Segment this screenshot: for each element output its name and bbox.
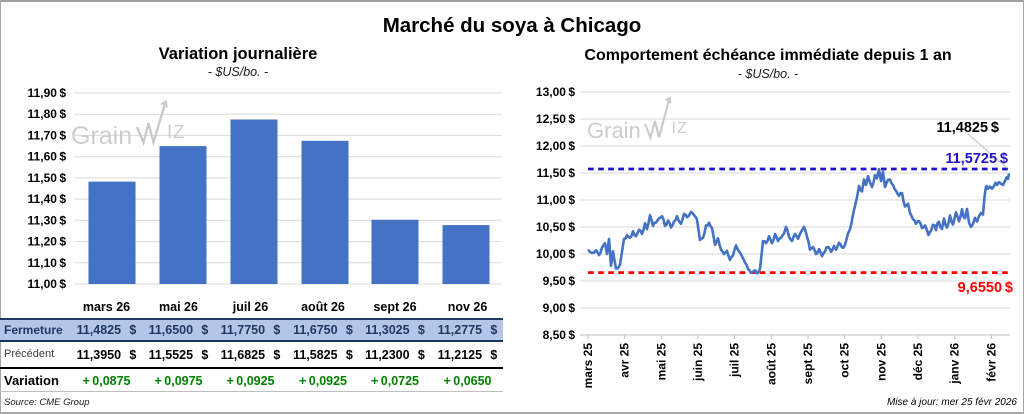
svg-text:11,20 $: 11,20 $ [28, 235, 67, 249]
svg-text:mai 25: mai 25 [654, 343, 668, 381]
svg-text:oct 25: oct 25 [838, 343, 852, 378]
svg-text:Grain: Grain [71, 122, 132, 150]
svg-text:11,40 $: 11,40 $ [28, 192, 67, 206]
svg-text:sept 25: sept 25 [801, 343, 815, 385]
svg-text:IZ: IZ [167, 121, 185, 142]
svg-text:11,00 $: 11,00 $ [28, 277, 67, 291]
svg-text:11,5725 $: 11,5725 $ [945, 151, 1008, 167]
svg-text:11,50 $: 11,50 $ [28, 171, 67, 185]
svg-text:11,80 $: 11,80 $ [28, 107, 67, 121]
svg-text:11,70 $: 11,70 $ [28, 128, 67, 142]
svg-text:11,60 $: 11,60 $ [28, 150, 67, 164]
svg-text:avr 25: avr 25 [618, 343, 632, 378]
svg-text:9,50 $: 9,50 $ [543, 274, 576, 288]
svg-text:11,4825 $: 11,4825 $ [936, 120, 999, 136]
svg-text:11,10 $: 11,10 $ [28, 256, 67, 270]
svg-text:8,50 $: 8,50 $ [543, 328, 576, 342]
svg-text:mars 25: mars 25 [581, 343, 595, 389]
svg-text:9,00 $: 9,00 $ [543, 301, 576, 315]
svg-text:févr 26: févr 26 [984, 343, 998, 382]
svg-text:10,00 $: 10,00 $ [536, 247, 575, 261]
svg-text:12,50 $: 12,50 $ [536, 112, 575, 126]
svg-text:11,50 $: 11,50 $ [537, 166, 576, 180]
svg-text:9,6550 $: 9,6550 $ [958, 280, 1013, 296]
svg-text:12,00 $: 12,00 $ [536, 139, 575, 153]
svg-text:juil 25: juil 25 [728, 343, 742, 378]
svg-text:IZ: IZ [672, 120, 688, 137]
svg-text:nov 25: nov 25 [874, 343, 888, 381]
svg-text:déc 25: déc 25 [911, 343, 925, 381]
svg-text:janv 26: janv 26 [948, 343, 962, 385]
svg-text:Grain: Grain [587, 118, 641, 143]
svg-text:10,50 $: 10,50 $ [536, 220, 575, 234]
svg-text:11,30 $: 11,30 $ [28, 213, 67, 227]
svg-text:11,00 $: 11,00 $ [537, 193, 576, 207]
svg-text:11,90 $: 11,90 $ [28, 86, 67, 100]
svg-text:juin 25: juin 25 [691, 343, 705, 382]
svg-text:août 25: août 25 [764, 343, 778, 385]
svg-text:13,00 $: 13,00 $ [536, 85, 575, 99]
